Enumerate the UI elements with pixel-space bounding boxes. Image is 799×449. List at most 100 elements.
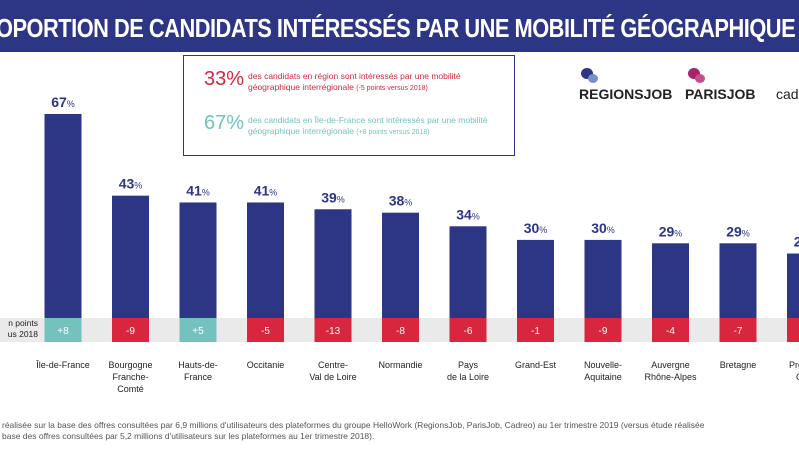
footnote-line-1: réalisée sur la base des offres consulté… <box>2 420 705 430</box>
category-label-line: Nouvelle- <box>584 360 622 370</box>
category-label-line: France <box>184 372 212 382</box>
value-suffix-3: % <box>269 187 277 197</box>
callout-pct-idf: 67% <box>204 112 245 134</box>
diff-cell-11 <box>787 318 799 342</box>
callout-text-idf: des candidats en Île-de-France sont inté… <box>248 115 488 136</box>
value-label-3: 41% <box>254 182 278 198</box>
category-label-line: Normandie <box>378 360 422 370</box>
category-label-line: Auvergne <box>651 360 690 370</box>
category-label-6: Pays de la Loire <box>447 360 489 382</box>
parisjob-bubble-small-icon <box>695 74 705 83</box>
category-label-line: Côte <box>796 372 799 382</box>
category-label-line: Centre- <box>318 360 348 370</box>
category-label-2: Hauts-de- France <box>178 360 218 382</box>
value-label-9: 29% <box>659 223 683 239</box>
category-label-4: Centre- Val de Loire <box>309 360 356 382</box>
category-label-10: Bretagne <box>720 360 757 370</box>
category-label-9: Auvergne Rhône-Alpes <box>644 360 697 382</box>
diff-cell-1 <box>112 318 149 342</box>
diff-label-1: -9 <box>126 326 135 337</box>
diff-cell-0 <box>44 318 82 342</box>
category-label-line: Val de Loire <box>309 372 356 382</box>
category-label-7: Grand-Est <box>515 360 557 370</box>
value-label-7: 30% <box>524 220 548 236</box>
row-label-line-1: n points <box>8 318 38 328</box>
difference-row-label: n points us 2018 <box>0 318 38 340</box>
value-label-6: 34% <box>456 206 480 222</box>
chart-title: OPORTION DE CANDIDATS INTÉRESSÉS PAR UNE… <box>0 13 799 43</box>
diff-label-8: -9 <box>599 326 608 337</box>
callout-text-regions: des candidats en région sont intéressés … <box>248 71 461 92</box>
callout-note-idf: (+8 points versus 2018) <box>356 129 430 136</box>
diff-label-0: +8 <box>57 326 69 337</box>
category-label-8: Nouvelle- Aquitaine <box>584 360 622 382</box>
value-suffix-8: % <box>607 225 615 235</box>
value-suffix-7: % <box>539 225 547 235</box>
value-suffix-4: % <box>337 194 345 204</box>
category-label-line: Provenc <box>789 360 799 370</box>
value-suffix-0: % <box>67 99 75 109</box>
category-label-5: Normandie <box>378 360 422 370</box>
diff-cell-2 <box>179 318 217 342</box>
cadreo-logo: cad <box>776 86 799 102</box>
diff-cell-4 <box>314 318 352 342</box>
value-label-11: 26% <box>794 234 799 250</box>
category-label-line: Pays <box>458 360 479 370</box>
category-label-line: Franche- <box>112 372 148 382</box>
value-suffix-10: % <box>742 228 750 238</box>
diff-label-5: -8 <box>396 326 405 337</box>
diff-label-4: -13 <box>326 326 341 337</box>
diff-label-3: -5 <box>261 326 270 337</box>
category-label-line: Comté <box>117 384 144 394</box>
diff-cell-9 <box>652 318 689 342</box>
category-label-line: Grand-Est <box>515 360 557 370</box>
diff-cell-3 <box>247 318 284 342</box>
value-label-10: 29% <box>726 223 750 239</box>
category-label-line: Bourgogne <box>108 360 152 370</box>
bar-0 <box>44 114 82 342</box>
category-label-line: Île-de-France <box>35 360 90 370</box>
summary-callout: 33% des candidats en région sont intéres… <box>183 55 515 156</box>
value-label-2: 41% <box>186 182 210 198</box>
callout-row-idf: 67% des candidats en Île-de-France sont … <box>204 112 488 138</box>
parisjob-logo: PARISJOB <box>685 86 756 102</box>
value-suffix-2: % <box>202 187 210 197</box>
callout-note-regions: (-5 points versus 2018) <box>356 85 428 92</box>
category-label-11: Provenc Côte <box>789 360 799 382</box>
value-label-0: 67% <box>51 94 75 110</box>
regionsjob-bubble-small-icon <box>588 74 598 83</box>
value-suffix-6: % <box>472 211 480 221</box>
diff-label-10: -7 <box>734 326 743 337</box>
category-label-line: de la Loire <box>447 372 489 382</box>
diff-cell-7 <box>517 318 554 342</box>
row-label-line-2: us 2018 <box>7 329 38 339</box>
category-label-line: Bretagne <box>720 360 757 370</box>
diff-cell-6 <box>449 318 487 342</box>
diff-label-9: -4 <box>666 326 675 337</box>
callout-pct-regions: 33% <box>204 68 245 90</box>
category-label-0: Île-de-France <box>35 360 90 370</box>
callout-row-regions: 33% des candidats en région sont intéres… <box>204 68 488 94</box>
diff-label-6: -6 <box>464 326 473 337</box>
category-label-1: Bourgogne Franche- Comté <box>108 360 152 394</box>
footnote-line-2: base des offres consultées par 5,2 milli… <box>2 431 375 441</box>
value-label-8: 30% <box>591 220 615 236</box>
value-suffix-9: % <box>674 228 682 238</box>
category-label-line: Hauts-de- <box>178 360 218 370</box>
logos: REGIONSJOB PARISJOB cad <box>575 66 799 106</box>
category-label-3: Occitanie <box>247 360 285 370</box>
value-label-5: 38% <box>389 193 413 209</box>
value-label-4: 39% <box>321 189 345 205</box>
category-label-line: Rhône-Alpes <box>644 372 697 382</box>
footnote: réalisée sur la base des offres consulté… <box>2 420 799 442</box>
bar-1 <box>112 195 149 342</box>
diff-cell-8 <box>584 318 622 342</box>
value-label-1: 43% <box>119 176 143 192</box>
diff-label-7: -1 <box>531 326 540 337</box>
value-suffix-5: % <box>404 198 412 208</box>
category-label-line: Occitanie <box>247 360 285 370</box>
diff-cell-10 <box>719 318 757 342</box>
diff-cell-5 <box>382 318 419 342</box>
regionsjob-logo: REGIONSJOB <box>579 86 673 102</box>
